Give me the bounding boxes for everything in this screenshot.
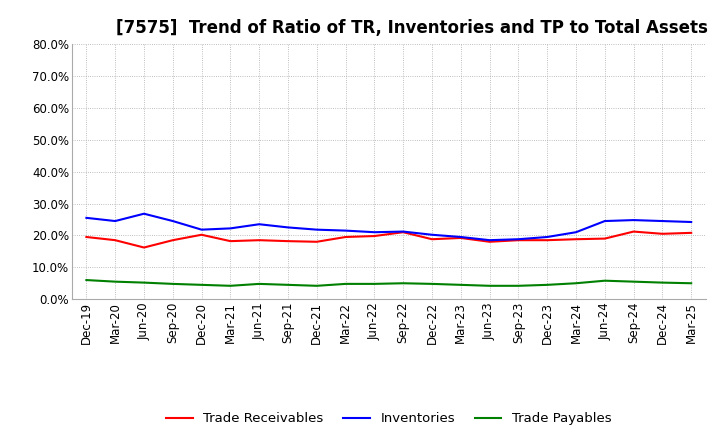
Inventories [428,232,436,238]
Trade Payables [140,280,148,285]
Trade Receivables [168,238,177,243]
Trade Payables [255,281,264,286]
Text: [7575]  Trend of Ratio of TR, Inventories and TP to Total Assets: [7575] Trend of Ratio of TR, Inventories… [117,19,708,37]
Trade Payables [312,283,321,289]
Trade Receivables [197,232,206,238]
Trade Payables [111,279,120,284]
Inventories [572,230,580,235]
Trade Receivables [226,238,235,244]
Trade Receivables [600,236,609,241]
Trade Receivables [399,230,408,235]
Trade Receivables [572,237,580,242]
Trade Receivables [629,229,638,234]
Trade Payables [456,282,465,287]
Trade Receivables [111,238,120,243]
Trade Payables [485,283,494,289]
Trade Payables [370,281,379,286]
Trade Payables [226,283,235,289]
Trade Receivables [687,230,696,235]
Trade Payables [600,278,609,283]
Inventories [629,217,638,223]
Trade Payables [284,282,292,287]
Inventories [140,211,148,216]
Trade Payables [572,281,580,286]
Line: Inventories: Inventories [86,214,691,240]
Inventories [687,220,696,225]
Inventories [456,235,465,240]
Trade Payables [658,280,667,285]
Trade Payables [629,279,638,284]
Trade Receivables [485,239,494,245]
Trade Receivables [658,231,667,236]
Inventories [226,226,235,231]
Trade Payables [82,278,91,283]
Inventories [312,227,321,232]
Trade Payables [168,281,177,286]
Line: Trade Payables: Trade Payables [86,280,691,286]
Trade Receivables [514,238,523,243]
Inventories [399,229,408,234]
Trade Receivables [456,235,465,241]
Trade Payables [399,281,408,286]
Trade Receivables [284,238,292,244]
Inventories [543,235,552,240]
Inventories [341,228,350,233]
Trade Payables [514,283,523,289]
Trade Receivables [370,233,379,238]
Trade Receivables [312,239,321,245]
Trade Payables [687,281,696,286]
Inventories [658,218,667,224]
Inventories [111,218,120,224]
Trade Receivables [428,237,436,242]
Trade Payables [543,282,552,287]
Inventories [485,238,494,243]
Inventories [370,230,379,235]
Inventories [600,218,609,224]
Legend: Trade Receivables, Inventories, Trade Payables: Trade Receivables, Inventories, Trade Pa… [166,412,611,425]
Inventories [168,218,177,224]
Inventories [255,222,264,227]
Trade Receivables [140,245,148,250]
Trade Payables [197,282,206,287]
Trade Receivables [82,235,91,240]
Inventories [82,215,91,220]
Trade Payables [341,281,350,286]
Inventories [514,237,523,242]
Trade Receivables [255,238,264,243]
Line: Trade Receivables: Trade Receivables [86,231,691,248]
Trade Receivables [543,238,552,243]
Trade Receivables [341,235,350,240]
Inventories [284,225,292,230]
Trade Payables [428,281,436,286]
Inventories [197,227,206,232]
